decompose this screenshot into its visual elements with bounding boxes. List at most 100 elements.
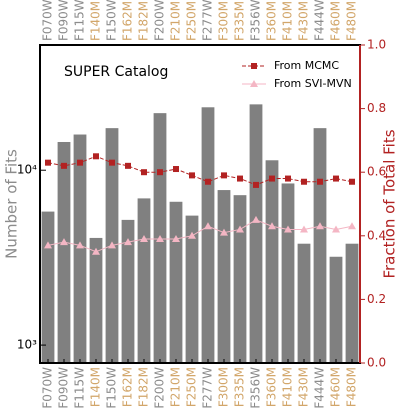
marker <box>284 225 292 233</box>
x-tick-label: F430M <box>297 367 311 407</box>
x-tick-label-top: F360M <box>265 1 279 41</box>
x-tick-label-top: F140M <box>89 1 103 41</box>
x-tick-label-top: F410M <box>281 1 295 41</box>
x-tick-label-top: F356W <box>249 0 263 41</box>
x-tick-label-top: F250M <box>185 1 199 41</box>
y2-tick-label: 1.0 <box>367 38 386 52</box>
x-tick-label-top: F200W <box>153 0 167 41</box>
x-tick-label-top: F460M <box>329 1 343 41</box>
marker <box>60 238 68 246</box>
marker <box>76 241 84 249</box>
marker <box>204 222 212 230</box>
marker <box>332 225 340 233</box>
legend-label: From SVI-MVN <box>274 77 352 90</box>
y-tick-label: 10³ <box>17 338 37 352</box>
marker <box>252 215 260 223</box>
bar <box>313 128 327 363</box>
annotation: SUPER Catalog <box>64 64 168 80</box>
x-tick-label: F210M <box>169 367 183 407</box>
x-tick-label-top: F150W <box>105 0 119 41</box>
marker <box>93 153 99 160</box>
marker <box>156 234 164 242</box>
bar <box>249 104 263 364</box>
bar <box>41 211 55 363</box>
bar <box>169 201 183 363</box>
x-tick-label: F090W <box>57 367 71 409</box>
x-tick-label: F356W <box>249 367 263 409</box>
marker <box>172 234 180 242</box>
bar <box>329 256 343 363</box>
marker <box>250 80 258 87</box>
bar <box>265 160 279 363</box>
marker <box>92 247 100 255</box>
marker <box>44 241 52 249</box>
x-tick-label-top: F335M <box>233 1 247 41</box>
marker <box>109 159 115 166</box>
y2-tick-label: 0.2 <box>367 292 386 306</box>
x-tick-label-top: F070W <box>41 0 55 41</box>
x-tick-label: F200W <box>153 367 167 409</box>
x-tick-label-top: F430M <box>297 1 311 41</box>
bar <box>233 195 247 363</box>
x-tick-label: F410M <box>281 367 295 407</box>
marker <box>268 222 276 230</box>
bar <box>137 198 151 363</box>
marker <box>108 241 116 249</box>
marker <box>317 178 323 185</box>
x-tick-label-top: F090W <box>57 0 71 41</box>
bar <box>57 141 71 363</box>
bar <box>185 215 199 363</box>
marker <box>61 162 67 169</box>
x-tick-label: F140M <box>89 367 103 407</box>
x-tick-label-top: F162M <box>121 1 135 41</box>
x-tick-label: F182M <box>137 367 151 407</box>
marker <box>236 225 244 233</box>
bar <box>121 219 135 363</box>
bar <box>73 134 87 363</box>
marker <box>77 159 83 166</box>
x-tick-label: F480M <box>345 367 359 407</box>
x-tick-label: F162M <box>121 367 135 407</box>
bar <box>201 107 215 363</box>
bar <box>217 190 231 363</box>
marker <box>300 225 308 233</box>
y2-tick-label: 0.8 <box>367 101 386 115</box>
x-tick-label-top: F444W <box>313 0 327 41</box>
marker <box>140 234 148 242</box>
x-tick-label: F444W <box>313 367 327 409</box>
y2-axis-label: Fraction of Total Fits <box>381 129 399 278</box>
marker <box>253 181 259 188</box>
marker <box>125 162 131 169</box>
y-tick-label: 10⁴ <box>17 163 37 177</box>
marker <box>251 63 257 69</box>
line <box>47 219 353 253</box>
legend-label: From MCMC <box>274 59 339 72</box>
marker <box>205 178 211 185</box>
x-tick-label-top: F480M <box>345 1 359 41</box>
x-tick-label-top: F300M <box>217 1 231 41</box>
marker <box>124 238 132 246</box>
y2-tick-label: 0.4 <box>367 228 386 242</box>
x-tick-label: F360M <box>265 367 279 407</box>
y-axis-label: Number of Fits <box>3 149 21 259</box>
marker <box>189 172 195 179</box>
y2-tick-label: 0.0 <box>367 356 386 370</box>
x-tick-label: F150W <box>105 367 119 409</box>
bar <box>281 183 295 363</box>
x-tick-label: F300M <box>217 367 231 407</box>
x-tick-label: F277W <box>201 367 215 409</box>
x-tick-label-top: F182M <box>137 1 151 41</box>
x-tick-label: F335M <box>233 367 247 407</box>
marker <box>333 175 339 182</box>
marker <box>237 175 243 182</box>
y2-tick-label: 0.6 <box>367 165 386 179</box>
marker <box>220 228 228 236</box>
marker <box>349 178 355 185</box>
marker <box>141 169 147 176</box>
x-tick-label-top: F210M <box>169 1 183 41</box>
bar <box>89 237 103 363</box>
marker <box>188 231 196 239</box>
marker <box>316 222 324 230</box>
marker <box>348 222 356 230</box>
